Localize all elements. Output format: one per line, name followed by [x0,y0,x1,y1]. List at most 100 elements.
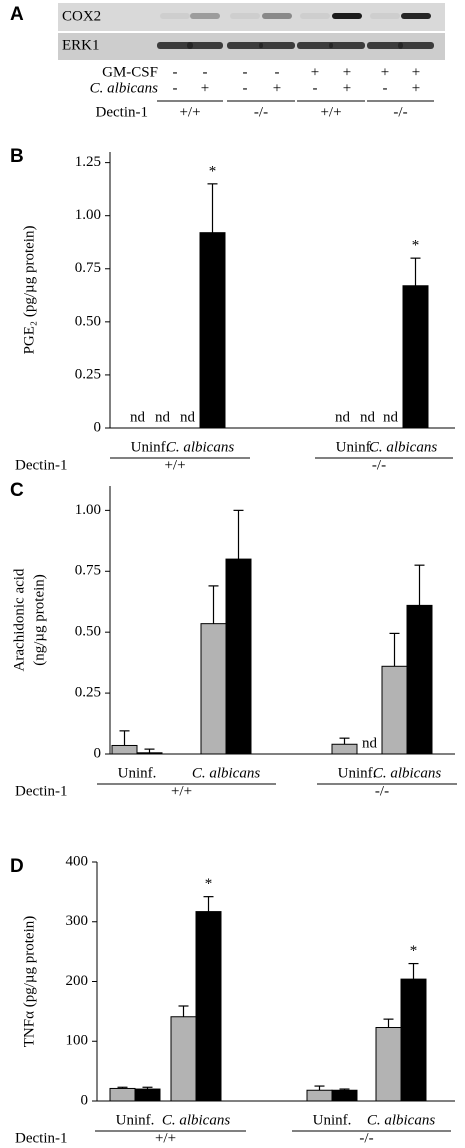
significance-marker: * [209,163,217,179]
group-label: +/+ [155,1130,176,1146]
value-label: nd [362,735,378,751]
group-label: -/- [359,1130,373,1146]
genotype-label: Dectin-1 [96,104,148,120]
bar [109,1087,136,1102]
condition-sign: + [201,80,209,96]
error-bar [339,1088,350,1091]
x-tick-label: Uninf. [313,1112,352,1128]
blot-band [367,42,403,49]
blot-band [259,42,295,49]
error-bar [207,183,218,233]
bar [170,1016,197,1102]
x-tick-label: Uninf. [131,439,170,455]
bar [134,1088,161,1102]
group-axis-label: Dectin-1 [15,457,67,473]
blot-band [190,13,220,19]
condition-sign: - [383,80,388,96]
y-tick-label: 0 [81,1092,89,1108]
condition-sign: - [313,80,318,96]
x-tick-label: C. albicans [192,765,260,781]
significance-marker: * [205,876,213,892]
condition-sign: - [173,64,178,80]
blot-band [262,13,292,19]
x-tick-label: C. albicans [373,765,441,781]
genotype: +/+ [320,104,341,120]
condition-sign: + [412,64,420,80]
bar [331,743,358,755]
y-tick-label: 0.50 [75,624,101,640]
bar [375,1027,402,1102]
bar [331,1089,358,1102]
blot-band [401,13,431,19]
blot-band [329,42,365,49]
error-bar [314,1085,325,1091]
condition-sign: + [311,64,319,80]
x-tick-label: C. albicans [166,439,234,455]
group-label: -/- [372,457,386,473]
blot-band [227,42,263,49]
error-bar [339,737,350,745]
y-tick-label: 300 [66,913,89,929]
blot-band [332,13,362,19]
blot-row-label: COX2 [62,8,101,24]
bar [381,665,408,755]
bar [402,285,429,429]
value-label: nd [130,409,146,425]
value-label: nd [383,409,399,425]
y-tick-label: 1.00 [75,502,101,518]
y-tick-label: 0 [94,745,102,761]
group-axis-label: Dectin-1 [15,783,67,799]
blot-band [160,13,190,19]
genotype: +/+ [179,104,200,120]
y-tick-label: 0 [94,419,102,435]
x-tick-label: Uninf. [336,439,375,455]
y-tick-label: 0.25 [75,366,101,382]
significance-marker: * [412,238,420,254]
error-bar [119,730,130,746]
y-axis-label: PGE₂ (pg/µg protein) [21,226,37,355]
y-tick-label: 1.00 [75,207,101,223]
y-axis-label: (ng/µg protein) [31,574,47,666]
error-bar [142,1086,153,1090]
y-axis-label: Arachidonic acid [11,568,27,671]
y-tick-label: 200 [66,973,89,989]
value-label: nd [360,409,376,425]
group-label: +/+ [171,783,192,799]
y-tick-label: 0.75 [75,260,101,276]
x-tick-label: C. albicans [162,1112,230,1128]
y-tick-label: 0.25 [75,685,101,701]
y-tick-label: 0.50 [75,313,101,329]
panel-letter: A [10,4,24,25]
bar [195,911,222,1102]
condition-sign: + [412,80,420,96]
value-label: nd [335,409,351,425]
error-bar [410,257,421,286]
panel-letter: C [10,480,24,501]
error-bar [408,962,419,980]
error-bar [178,1005,189,1017]
value-label: nd [180,409,196,425]
x-tick-label: C. albicans [367,1112,435,1128]
x-tick-label: Uninf. [338,765,377,781]
group-label: +/+ [164,457,185,473]
x-tick-label: C. albicans [369,439,437,455]
significance-marker: * [410,943,418,959]
error-bar [389,632,400,667]
error-bar [414,564,425,606]
condition-sign: + [381,64,389,80]
bar [225,558,252,755]
condition-sign: - [243,64,248,80]
bar [111,744,138,755]
bar [400,978,427,1102]
blot-strip [58,3,445,31]
condition-sign: - [173,80,178,96]
condition-sign: - [275,64,280,80]
error-bar [233,509,244,560]
bar [200,623,227,755]
blot-band [230,13,260,19]
group-label: -/- [375,783,389,799]
condition-sign: - [243,80,248,96]
blot-band [157,42,193,49]
genotype: -/- [254,104,268,120]
